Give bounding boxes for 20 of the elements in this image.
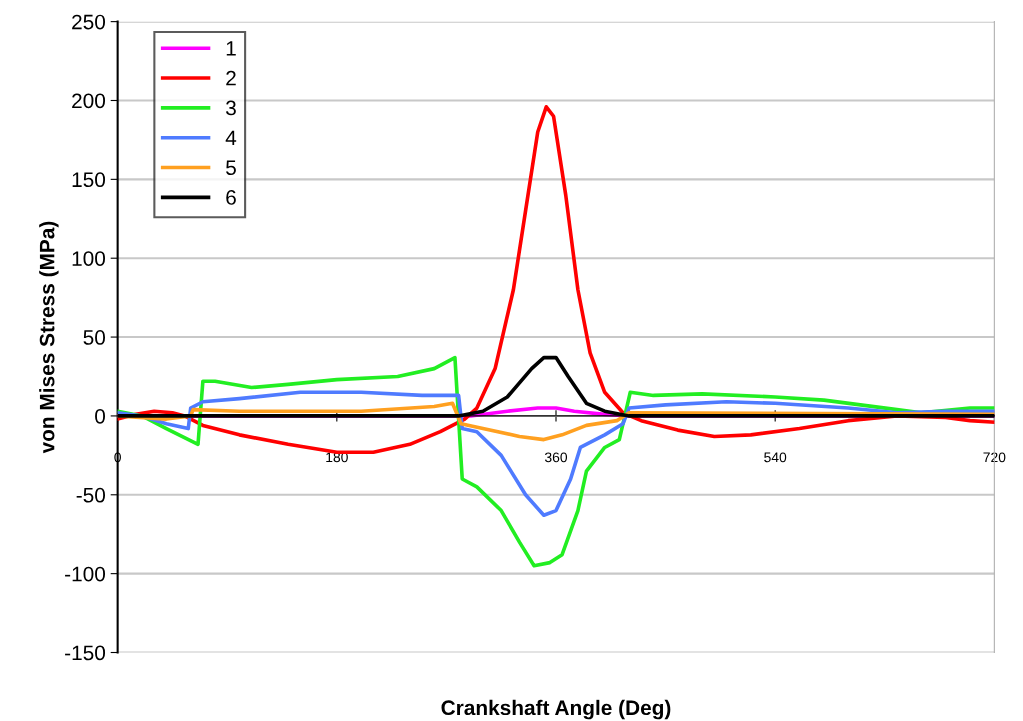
x-tick-label: 360 [544, 452, 568, 463]
legend-label: 4 [225, 130, 237, 145]
x-tick-label: 720 [983, 452, 1006, 463]
y-axis-title: von Mises Stress (MPa) [39, 221, 59, 454]
x-axis-title: Crankshaft Angle (Deg) [441, 699, 671, 720]
y-tick-label: 150 [72, 172, 106, 188]
y-tick-label: -50 [76, 487, 106, 503]
legend-label: 5 [226, 160, 236, 176]
y-tick-label: -100 [65, 566, 106, 582]
y-tick-label: 100 [72, 251, 106, 266]
y-tick-label: -150 [65, 645, 106, 661]
legend-label: 3 [225, 100, 236, 116]
y-tick-label: 0 [95, 408, 106, 424]
legend-label: 2 [226, 70, 236, 86]
y-tick-label: 200 [72, 93, 106, 109]
y-tick-label: 50 [83, 330, 106, 345]
legend-label: 6 [226, 190, 236, 205]
y-tick-label: 250 [72, 14, 106, 30]
legend-label: 1 [226, 41, 236, 56]
x-tick-label: 540 [764, 452, 787, 463]
